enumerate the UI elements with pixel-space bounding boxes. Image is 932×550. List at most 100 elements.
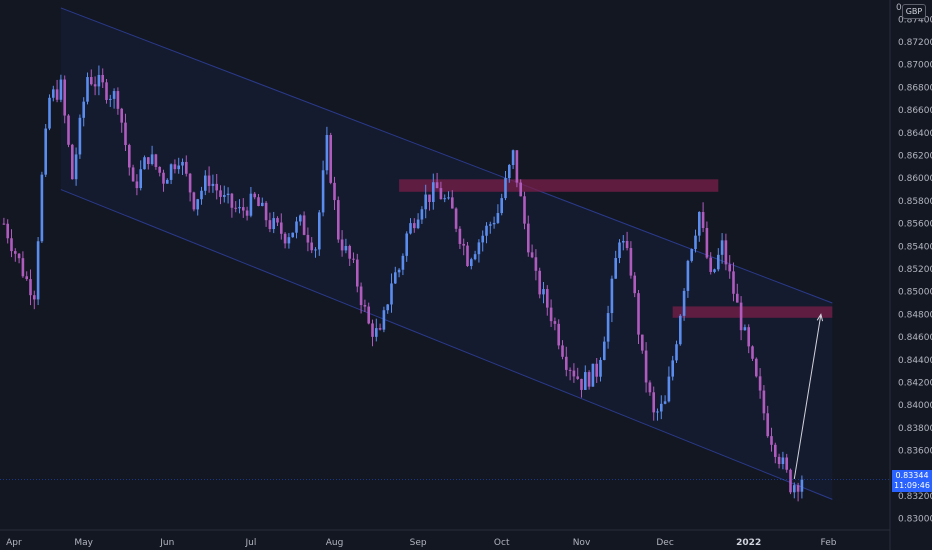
- candle: [340, 230, 344, 257]
- candle-body: [261, 202, 264, 206]
- channel-layer: [60, 7, 833, 500]
- candle: [595, 357, 598, 383]
- candle-body: [348, 246, 351, 259]
- channel-lower-line[interactable]: [60, 189, 833, 500]
- candle: [219, 185, 222, 205]
- candle-body: [10, 238, 13, 252]
- candle: [143, 155, 146, 170]
- candle-body: [147, 157, 150, 165]
- candle-body: [21, 258, 25, 277]
- candle-body: [291, 232, 294, 238]
- candle: [238, 199, 241, 214]
- candle-body: [382, 310, 386, 330]
- candle-body: [720, 240, 724, 255]
- candle: [553, 317, 557, 331]
- candle-body: [413, 223, 416, 229]
- candle: [633, 272, 636, 298]
- candle: [675, 340, 678, 363]
- candle: [690, 248, 693, 263]
- candle: [128, 143, 131, 176]
- candle: [318, 210, 321, 256]
- candle-body: [732, 271, 735, 294]
- candle: [166, 178, 169, 184]
- candle-body: [48, 97, 51, 129]
- y-tick-label: 0.87000: [898, 61, 932, 71]
- candle-body: [329, 135, 332, 183]
- candle-body: [603, 341, 606, 360]
- candle: [200, 186, 203, 205]
- candle: [93, 76, 97, 96]
- candle-body: [6, 223, 9, 239]
- candle-body: [238, 207, 241, 209]
- candle: [713, 268, 716, 274]
- time-axis[interactable]: Apr May Jun Jul Aug Sep Oct Nov Dec 2022 Feb: [6, 538, 837, 548]
- candle-body: [751, 346, 754, 359]
- supply-zone[interactable]: [399, 179, 719, 192]
- candle: [394, 266, 397, 284]
- candle-body: [245, 210, 249, 216]
- candle: [660, 395, 663, 420]
- candle: [739, 296, 743, 341]
- candle-body: [633, 275, 636, 294]
- candle-body: [416, 219, 420, 229]
- candle-body: [679, 315, 682, 345]
- candle-body: [181, 161, 184, 166]
- candle: [527, 215, 530, 257]
- candle-body: [318, 212, 321, 250]
- candle-body: [340, 239, 344, 251]
- candle: [565, 346, 568, 377]
- candle-body: [629, 248, 633, 276]
- candle: [637, 289, 640, 345]
- candle: [603, 336, 606, 361]
- candle-body: [606, 313, 610, 342]
- candle-body: [86, 77, 89, 102]
- candle: [416, 213, 420, 230]
- y-tick-label: 0.86200: [898, 151, 932, 161]
- price-axis[interactable]: 0.87400 0.87200 0.87000 0.86800 0.86600 0.864…: [898, 15, 932, 524]
- candle-body: [492, 222, 496, 225]
- currency-badge[interactable]: GBP: [902, 4, 926, 19]
- candle: [367, 302, 370, 325]
- candle-body: [90, 77, 93, 85]
- candle-body: [447, 197, 450, 199]
- x-tick-label: Jun: [159, 538, 174, 548]
- candle-body: [644, 350, 648, 383]
- candle: [519, 179, 522, 197]
- candle-body: [352, 258, 355, 260]
- candle-body: [508, 165, 511, 179]
- candle-body: [71, 144, 74, 180]
- supply-zone[interactable]: [672, 306, 833, 318]
- channel-upper-line[interactable]: [60, 7, 833, 304]
- candle: [663, 395, 667, 405]
- candle-body: [409, 223, 412, 234]
- candle-body: [637, 293, 640, 335]
- candle-body: [443, 198, 446, 200]
- candle: [458, 226, 462, 250]
- candle: [751, 345, 754, 361]
- candle-body: [150, 154, 154, 165]
- candle: [131, 164, 135, 182]
- candle-body: [154, 154, 158, 167]
- candle-body: [97, 74, 101, 87]
- candle: [67, 114, 70, 148]
- candle: [530, 244, 534, 259]
- candle-body: [504, 178, 507, 199]
- candle-body: [264, 202, 268, 221]
- candle-body: [736, 293, 739, 303]
- candle-body: [405, 233, 408, 256]
- projection-arrow[interactable]: [793, 314, 822, 480]
- candle: [116, 87, 120, 115]
- candle: [135, 174, 139, 196]
- candle: [242, 198, 245, 218]
- candle: [667, 366, 671, 403]
- candle: [188, 172, 192, 202]
- x-tick-label: 2022: [736, 538, 761, 548]
- candle-body: [451, 197, 454, 209]
- candle-body: [310, 242, 313, 251]
- candle-body: [530, 252, 534, 258]
- candle-body: [698, 212, 701, 236]
- candle: [325, 126, 329, 175]
- candle: [363, 299, 367, 312]
- candle: [371, 319, 374, 347]
